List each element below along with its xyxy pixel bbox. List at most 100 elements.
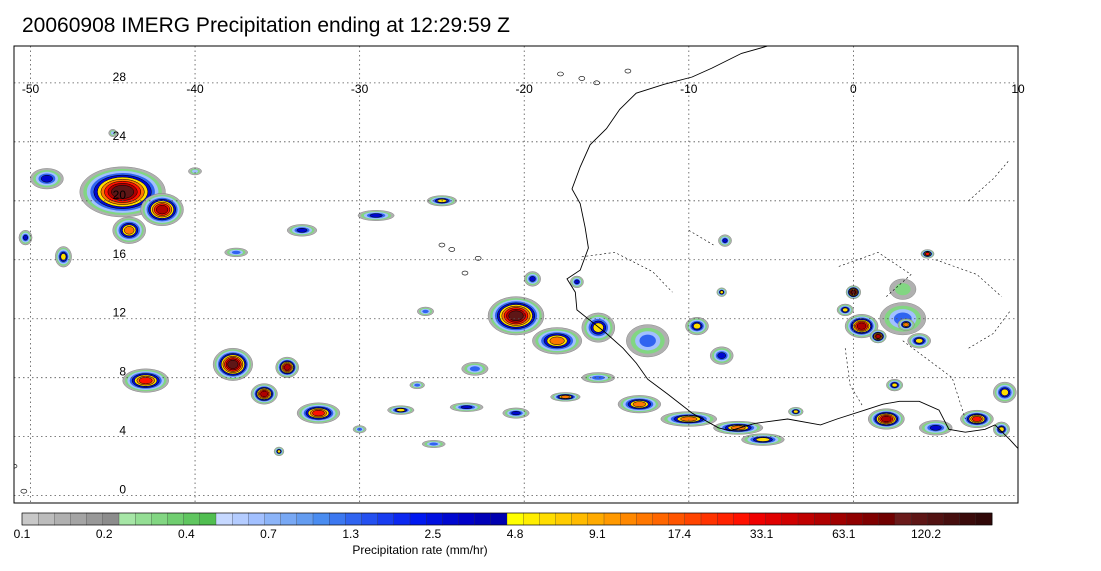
graticule (14, 46, 1018, 503)
precip-contour (429, 442, 439, 446)
lat-tick-label: 8 (119, 365, 126, 379)
precip-cell (741, 433, 785, 446)
precip-cell (212, 347, 253, 381)
colorbar-label: 2.5 (425, 527, 442, 541)
precip-contour (929, 425, 942, 431)
precip-contour (842, 307, 849, 313)
colorbar-swatch (684, 512, 702, 526)
precip-cell (993, 421, 1010, 437)
precip-contour (283, 364, 291, 371)
precip-cell (919, 420, 953, 436)
colorbar-swatch (296, 512, 314, 526)
africa-coastline (566, 46, 1018, 449)
colorbar-swatch (765, 512, 783, 526)
precip-contour (60, 253, 67, 261)
precip-cell (487, 296, 545, 336)
map-title: 20060908 IMERG Precipitation ending at 1… (22, 14, 510, 37)
colorbar-label: 63.1 (832, 527, 856, 541)
colorbar-swatch (603, 512, 621, 526)
colorbar-swatch (959, 512, 977, 526)
colorbar-label: 0.1 (14, 527, 31, 541)
precip-cell (18, 230, 33, 246)
precip-cell (140, 193, 184, 227)
colorbar-swatch (814, 512, 831, 526)
precip-cell (296, 402, 341, 424)
island-outline (593, 80, 600, 86)
inland-water-line (688, 230, 714, 246)
precip-cell (718, 234, 732, 247)
colorbar-swatch (86, 512, 104, 526)
inland-water-line (968, 159, 1011, 202)
precip-cell (250, 383, 278, 405)
precip-cell (417, 306, 434, 317)
precip-contour (156, 204, 169, 215)
colorbar-swatch (911, 512, 928, 526)
precip-contour (881, 415, 892, 423)
colorbar-swatch (781, 512, 799, 526)
inland-water-line (836, 252, 912, 297)
precip-contour (138, 377, 153, 385)
precip-cell (685, 317, 709, 336)
precip-contour (296, 228, 308, 233)
colorbar-label: 0.2 (96, 527, 113, 541)
inland-water-line (968, 311, 1011, 349)
colorbar-swatch (409, 512, 427, 526)
precip-contour (124, 226, 135, 235)
colorbar-swatch (668, 512, 686, 526)
lon-tick-label: 0 (850, 82, 857, 96)
colorbar-swatch (135, 512, 152, 526)
precip-contour (915, 338, 924, 344)
precip-cell (626, 324, 670, 358)
precip-cell (502, 407, 530, 419)
colorbar-swatch (426, 512, 443, 526)
precip-contour (469, 366, 480, 372)
precip-contour (260, 390, 269, 397)
map-frame (13, 45, 1019, 504)
precip-contour (1000, 388, 1009, 396)
coastlines (14, 46, 1018, 494)
precip-cell (889, 278, 917, 300)
colorbar-swatch (393, 512, 411, 526)
precip-cell (275, 356, 299, 378)
precip-contour (111, 185, 135, 199)
precip-cell (581, 372, 615, 384)
colorbar-swatch (54, 512, 71, 526)
precip-cell (716, 287, 727, 297)
island-outline (474, 255, 482, 261)
precip-contour (717, 352, 726, 359)
colorbar-title: Precipitation rate (mm/hr) (352, 543, 487, 557)
colorbar-swatch (102, 512, 120, 526)
precip-contour (574, 279, 580, 285)
precip-cell (188, 167, 202, 176)
lon-tick-label: -50 (22, 82, 40, 96)
precip-cell (710, 346, 734, 365)
island-outline (461, 270, 469, 276)
precip-cell (449, 402, 484, 412)
inland-water-line (902, 340, 966, 420)
precip-contour (719, 290, 724, 294)
colorbar-swatch (490, 512, 508, 526)
lat-tick-label: 20 (113, 188, 127, 202)
precip-contour (793, 409, 799, 414)
precip-contour (592, 375, 605, 380)
lat-tick-label: 4 (119, 424, 126, 438)
island-outline (20, 488, 28, 494)
precip-contour (891, 382, 898, 388)
precip-contour (192, 169, 198, 173)
precip-contour (560, 395, 571, 399)
colorbar-label: 17.4 (668, 527, 692, 541)
lon-tick-label: -20 (516, 82, 534, 96)
colorbar-swatch (199, 512, 217, 526)
precip-cell (357, 210, 395, 221)
lon-tick-label: 10 (1011, 82, 1025, 96)
island-outline (557, 71, 564, 77)
precip-cell (112, 216, 146, 244)
colorbar-swatch (652, 512, 670, 526)
island-outline (14, 463, 18, 469)
precip-cell (387, 405, 415, 415)
precip-contour (895, 283, 911, 296)
inland-water-line (581, 252, 673, 293)
colorbar-frame (21, 512, 993, 526)
colorbar-swatch (151, 512, 168, 526)
